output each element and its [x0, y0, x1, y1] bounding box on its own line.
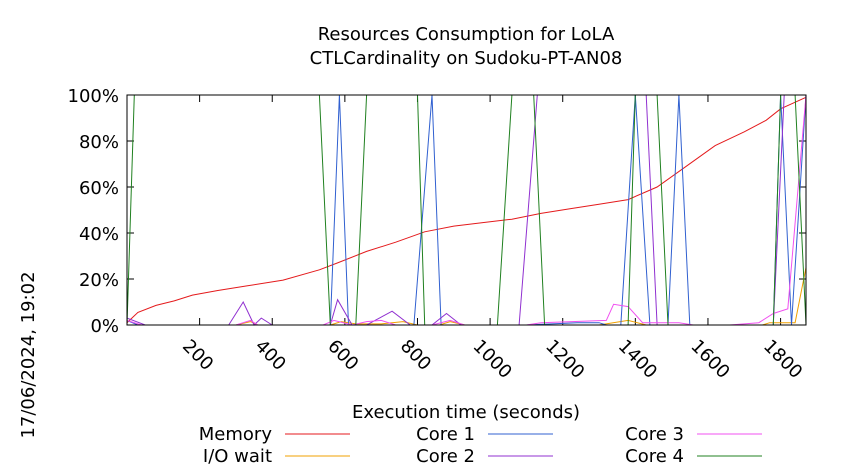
- series-line-core-3: [126, 94, 807, 326]
- legend-label: I/O wait: [203, 446, 272, 467]
- y-axis-ticks: 0% 20% 40% 60% 80% 100%: [68, 86, 806, 337]
- x-tick-label: 200: [178, 336, 217, 375]
- x-tick-label: 600: [323, 336, 362, 375]
- y-tick-label: 0%: [90, 316, 119, 337]
- y-tick-label: 80%: [79, 132, 119, 153]
- y-tick-label: 20%: [79, 270, 119, 291]
- legend-label: Core 2: [416, 446, 475, 467]
- y-tick-label: 40%: [79, 224, 119, 245]
- series-lines: [126, 94, 807, 326]
- x-tick-label: 800: [396, 336, 435, 375]
- series-line-i-o-wait: [127, 267, 807, 326]
- timestamp-label: 17/06/2024, 19:02: [18, 271, 39, 438]
- series-line-memory: [126, 96, 807, 324]
- plot-frame: [126, 94, 807, 326]
- legend-label: Memory: [199, 424, 273, 445]
- series-line-core-4: [126, 94, 807, 326]
- y-tick-label: 100%: [68, 86, 119, 107]
- chart-title: Resources Consumption for LoLA: [318, 24, 615, 45]
- series-line-core-2: [126, 94, 806, 326]
- legend-label: Core 1: [416, 424, 475, 445]
- x-tick-label: 1000: [469, 336, 516, 383]
- x-tick-label: 1200: [541, 336, 588, 383]
- legend-label: Core 4: [625, 446, 684, 467]
- x-axis-label: Execution time (seconds): [352, 402, 580, 423]
- series-line-core-1: [126, 94, 807, 326]
- x-tick-label: 400: [251, 336, 290, 375]
- x-tick-label: 1400: [614, 336, 661, 383]
- legend-label: Core 3: [625, 424, 684, 445]
- chart-subtitle: CTLCardinality on Sudoku-PT-AN08: [310, 48, 623, 69]
- x-tick-label: 1800: [759, 336, 806, 383]
- x-axis-ticks: 200 400 600 800 1000 1200 1400 1600 1800: [178, 95, 806, 383]
- x-tick-label: 1600: [686, 336, 733, 383]
- y-tick-label: 60%: [79, 178, 119, 199]
